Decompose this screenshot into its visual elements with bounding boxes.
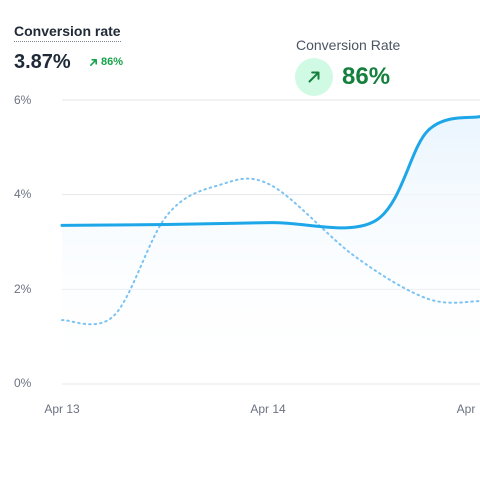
x-axis-tick-label-apr-14: Apr 14 <box>250 402 286 416</box>
y-axis-tick-label-4: 4% <box>14 187 32 201</box>
arrow-up-right-icon <box>295 58 333 96</box>
arrow-up-right-icon <box>89 58 98 67</box>
x-axis-tick-label-apr-13: Apr 13 <box>44 402 80 416</box>
primary-series-line <box>60 115 480 230</box>
x-axis-tick-label-apr: Apr <box>457 402 476 416</box>
metric-title: Conversion rate <box>14 24 121 42</box>
tooltip-title: Conversion Rate <box>296 37 401 53</box>
metric-value: 3.87% <box>14 51 71 73</box>
metric-change-badge: 86% <box>89 57 123 68</box>
y-axis-tick-label-6: 6% <box>14 93 32 107</box>
comparison-series-line <box>61 177 480 326</box>
x-axis-tick-labels: Apr 13 Apr 14 Apr <box>44 402 475 416</box>
tooltip-value: 86% <box>342 63 391 90</box>
tooltip-change-row: 86% <box>295 58 390 96</box>
y-axis-tick-labels: 6% 4% 2% 0% <box>14 93 32 390</box>
y-axis-tick-label-2: 2% <box>14 282 32 296</box>
y-axis-tick-label-0: 0% <box>14 376 32 390</box>
metric-change-value: 86% <box>101 56 124 68</box>
primary-series-area <box>62 116 480 385</box>
